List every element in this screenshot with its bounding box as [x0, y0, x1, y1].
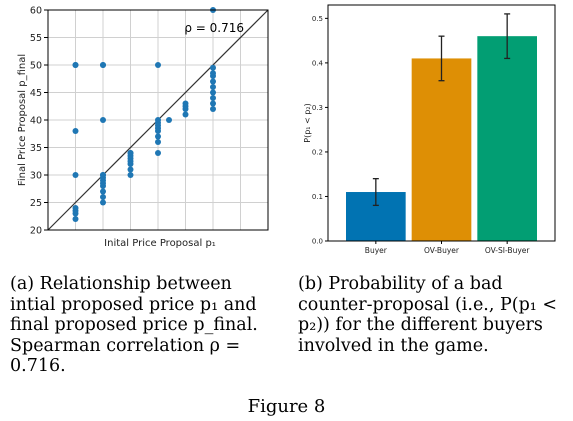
data-point [155, 117, 161, 123]
data-point [72, 62, 79, 68]
y-tick-label: 0.5 [312, 15, 323, 23]
y-tick-label: 0.4 [312, 59, 324, 67]
data-point [155, 139, 161, 145]
y-tick-label: 0.1 [312, 193, 323, 201]
bar [411, 58, 472, 242]
bar-chart-svg: Buyer OV-Buyer OV-SI-Buyer 0.0 0.1 0.2 0.3 0.4 0… [303, 4, 556, 255]
x-tick-label: Buyer [365, 246, 388, 255]
correlation-annotation: ρ = 0.716 [184, 21, 244, 35]
data-point [72, 205, 79, 211]
data-point [210, 100, 216, 107]
x-tick-label: OV-SI-Buyer [485, 246, 531, 255]
y-tick-label: 35 [30, 143, 42, 154]
data-point [210, 89, 216, 96]
y-tick-label: 55 [30, 33, 42, 44]
data-point [182, 111, 189, 118]
y-tick-label: 40 [30, 116, 42, 127]
y-tick-label: 0.3 [312, 104, 323, 112]
y-axis-label: P(p₁ < p₂) [303, 103, 312, 142]
data-point [127, 166, 134, 173]
data-point [182, 100, 189, 107]
y-tick-label: 45 [30, 88, 42, 99]
data-point [155, 150, 161, 156]
data-point [72, 128, 79, 134]
y-tick-label: 50 [30, 61, 42, 72]
data-point [100, 62, 106, 68]
data-point [127, 150, 134, 156]
bar [477, 36, 537, 241]
data-point [100, 188, 106, 195]
data-point [127, 172, 134, 178]
data-point [100, 172, 106, 178]
data-point [100, 117, 106, 123]
data-point [166, 117, 172, 123]
y-tick-label: 0.2 [312, 148, 323, 156]
data-point [210, 70, 216, 77]
data-point [210, 64, 216, 71]
caption-a: (a) Relationship between intial proposed… [10, 274, 258, 376]
data-point [100, 194, 106, 200]
x-tick-label: OV-Buyer [424, 246, 460, 255]
x-axis-label: Inital Price Proposal p₁ [104, 238, 216, 249]
y-tick-label: 30 [30, 171, 42, 182]
y-tick-label: 25 [30, 198, 42, 209]
bar-chart: Buyer OV-Buyer OV-SI-Buyer 0.0 0.1 0.2 0.3 0.4 0… [290, 0, 573, 262]
data-point [210, 84, 216, 90]
data-point [210, 95, 216, 101]
data-point [155, 133, 161, 140]
data-point [210, 78, 216, 85]
y-tick-label: 20 [30, 226, 42, 237]
plot-frame [327, 4, 556, 242]
data-point [155, 62, 161, 68]
data-point [210, 106, 216, 112]
caption-b: (b) Probability of a bad counter-proposa… [298, 274, 558, 356]
scatter-chart: 20 25 30 35 40 45 50 55 60 ρ = 0.716 Inital Price … [0, 0, 285, 262]
data-point [100, 199, 106, 206]
data-point [72, 216, 79, 222]
data-point [72, 172, 79, 178]
scatter-chart-svg: 20 25 30 35 40 45 50 55 60 ρ = 0.716 Inital Price … [17, 6, 269, 249]
y-axis-label: Final Price Proposal p_final [17, 54, 28, 186]
y-tick-label: 60 [30, 6, 42, 17]
figure-label: Figure 8 [247, 396, 326, 417]
y-tick-label: 0.0 [312, 238, 323, 246]
